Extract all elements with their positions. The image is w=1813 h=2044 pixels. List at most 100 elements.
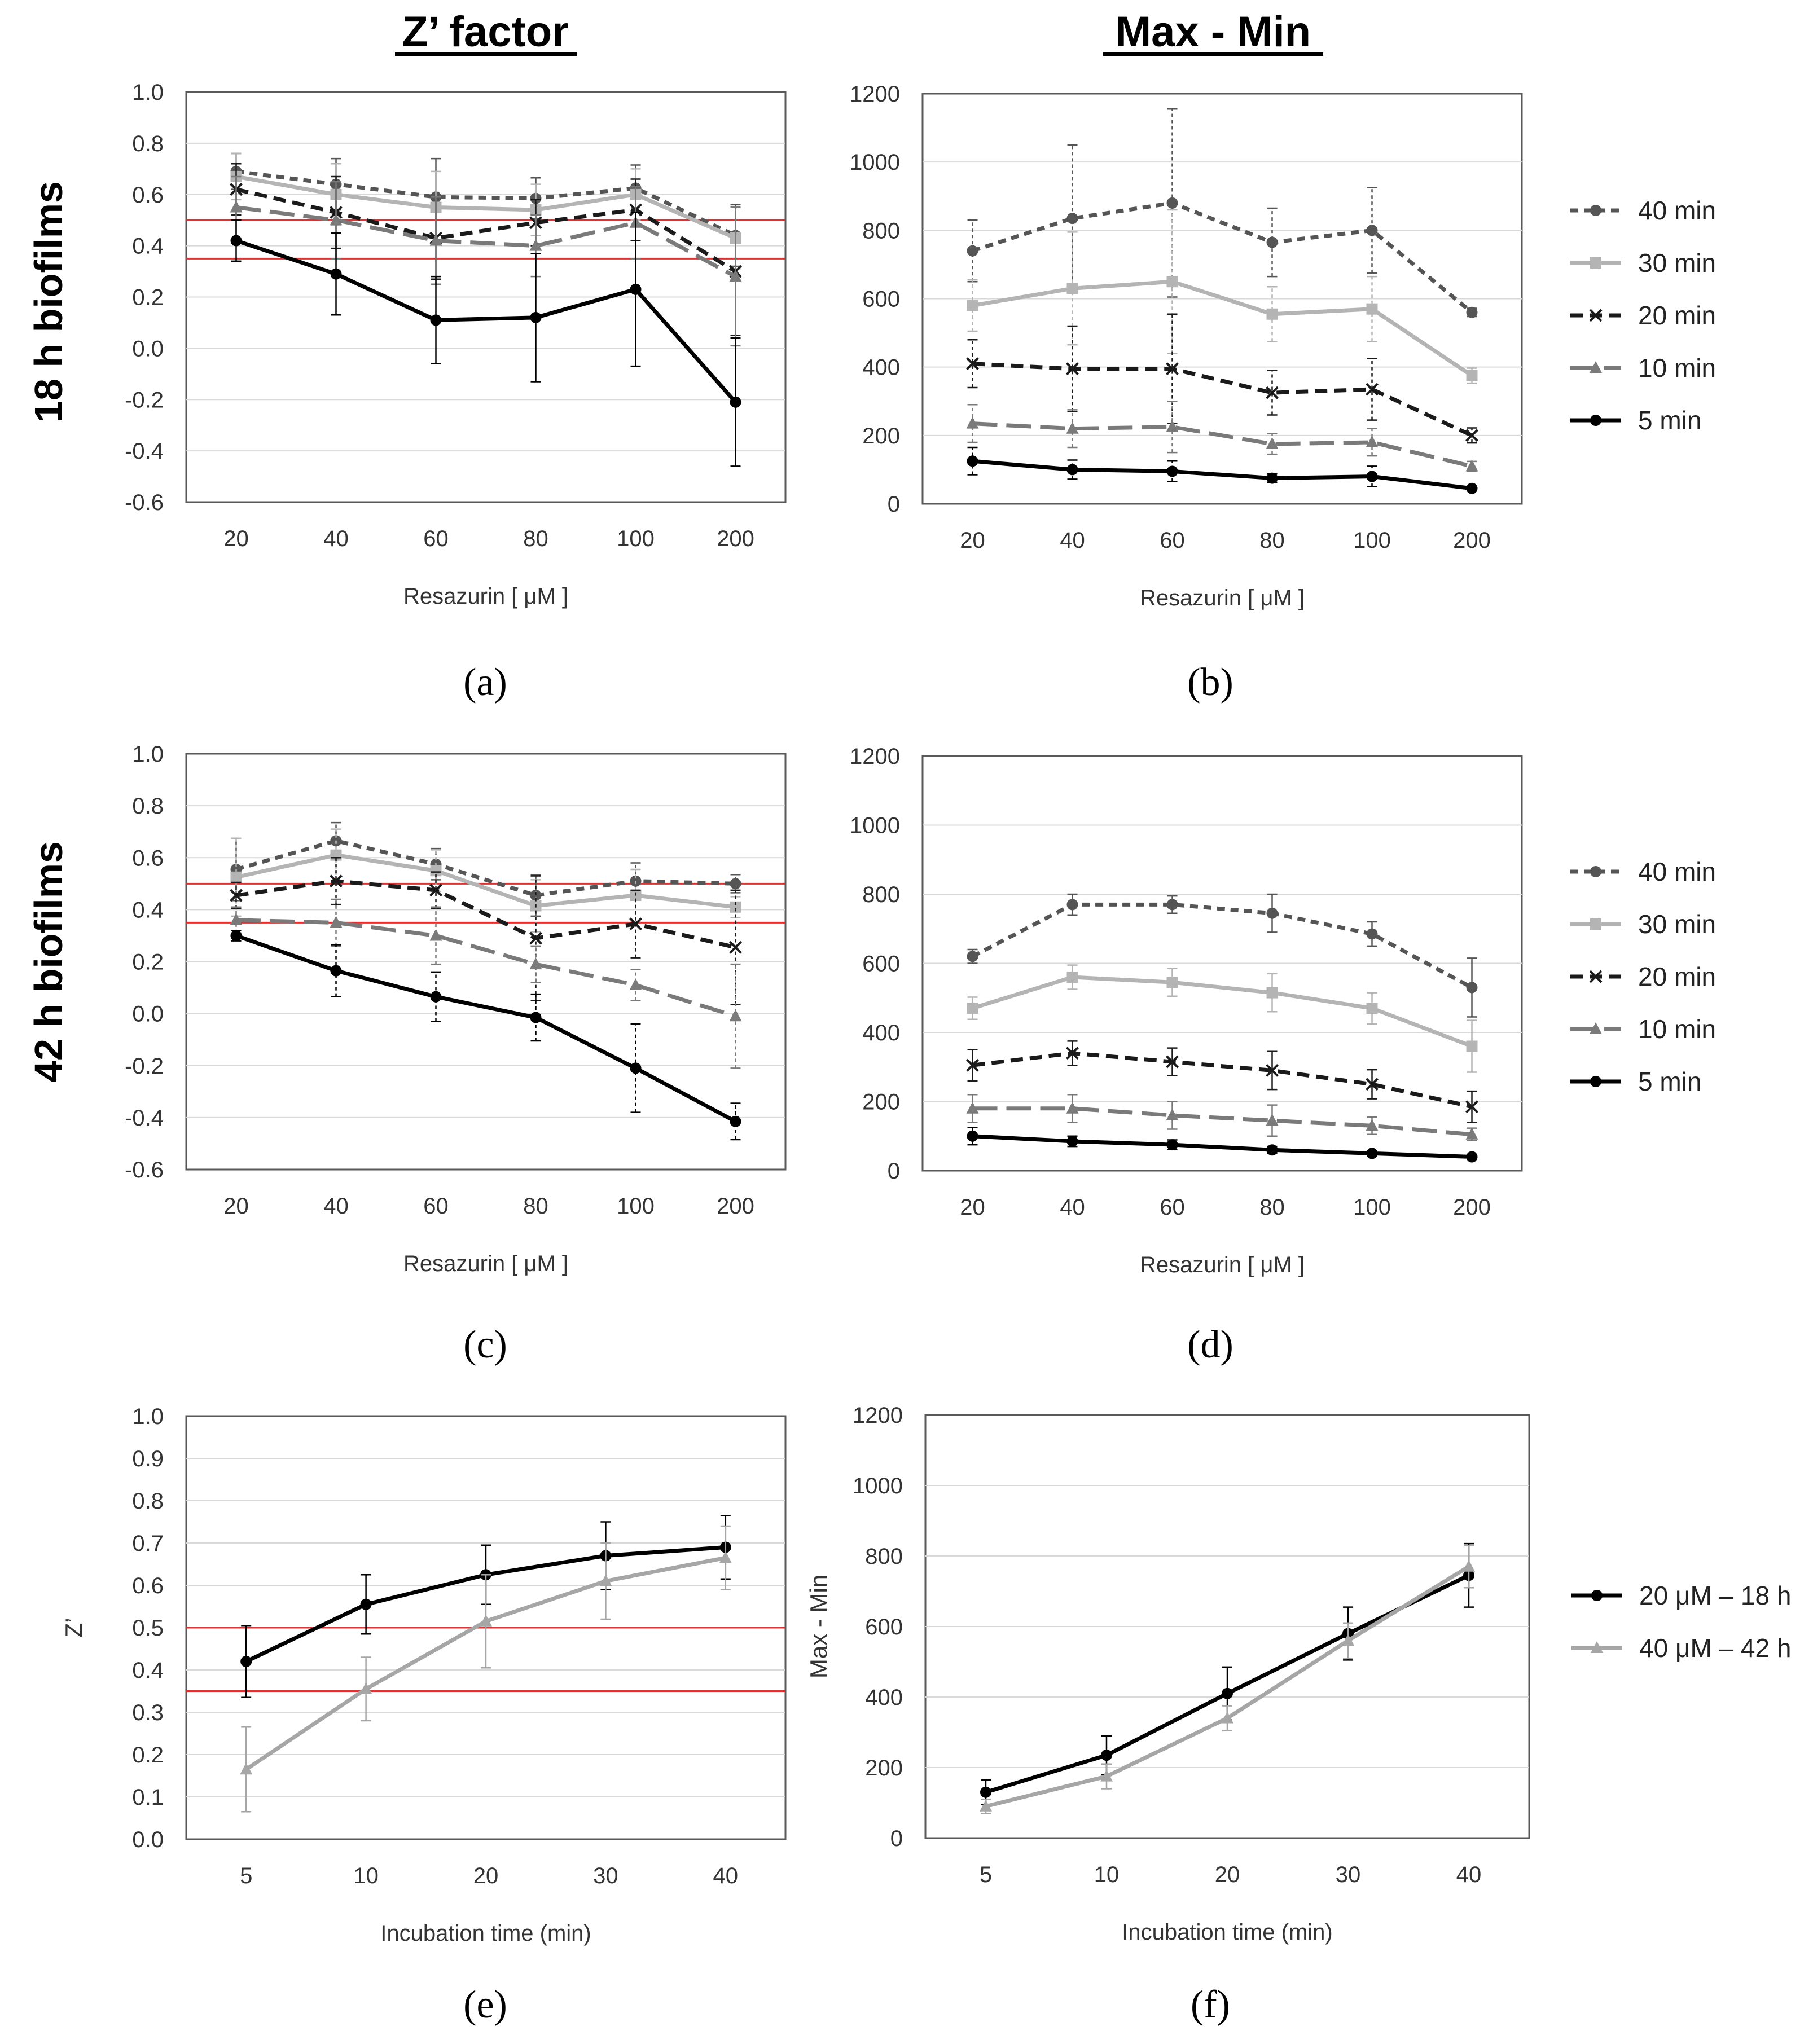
data-point (1266, 1144, 1278, 1156)
data-point (529, 931, 542, 945)
data-point (967, 455, 978, 467)
y-tick-label: 1.0 (132, 80, 164, 105)
x-tick-label: 60 (423, 526, 449, 551)
legend-label: 20 min (1638, 962, 1716, 991)
x-tick-label: 100 (617, 526, 655, 551)
data-point (966, 1058, 979, 1072)
error-bar (530, 993, 541, 1042)
data-point (429, 234, 442, 246)
series-line (972, 459, 1472, 491)
data-point (719, 1551, 732, 1563)
data-point (1366, 435, 1379, 447)
y-tick-label: 1000 (850, 814, 900, 838)
data-point (1366, 225, 1378, 236)
data-point (967, 1003, 978, 1014)
legend-item: 10 min (1570, 353, 1716, 383)
legend-label: 40 min (1638, 196, 1716, 225)
caption-d: (d) (1187, 1323, 1233, 1366)
data-point (1221, 1711, 1233, 1724)
data-point (1266, 236, 1278, 248)
legend-item: 5 min (1570, 406, 1701, 435)
series-40-min (967, 893, 1478, 1018)
y-tick-label: 600 (862, 952, 900, 977)
legend-swatch-marker (1590, 415, 1601, 426)
y-tick-label: -0.6 (125, 490, 164, 515)
data-point (1066, 362, 1079, 376)
series-line (972, 362, 1473, 438)
x-axis-label: Incubation time (min) (380, 1921, 591, 1946)
data-point (230, 930, 242, 942)
data-point (967, 245, 978, 257)
y-tick-label: 0 (888, 1159, 900, 1184)
y-tick-label: 0.0 (132, 1827, 164, 1852)
series-40-min (967, 108, 1478, 318)
x-tick-label: 20 (223, 526, 249, 551)
y-tick-label: 0.7 (132, 1531, 164, 1556)
caption-c: (c) (463, 1323, 507, 1366)
y-tick-label: 0.6 (132, 1573, 164, 1598)
data-point (330, 268, 342, 280)
data-point (430, 991, 442, 1003)
y-tick-label: 400 (862, 355, 900, 380)
x-tick-label: 100 (1353, 528, 1391, 553)
error-bar (431, 906, 441, 965)
x-tick-label: 80 (523, 526, 548, 551)
data-point (966, 357, 979, 371)
legend-label: 10 min (1638, 353, 1716, 383)
legend-swatch-marker (1589, 970, 1603, 983)
data-point (1166, 1109, 1179, 1120)
data-point (967, 1130, 978, 1142)
x-tick-label: 60 (423, 1194, 449, 1219)
y-tick-label: 600 (865, 1615, 903, 1639)
x-axis-label: Resazurin [ μM ] (1140, 1252, 1305, 1277)
series-line (972, 421, 1473, 468)
series-line (235, 174, 736, 240)
series-40-m-42-h (980, 1545, 1475, 1814)
y-tick-label: 0.8 (132, 131, 164, 156)
legend-swatch-marker (1590, 205, 1601, 216)
data-point (530, 890, 542, 902)
data-point (240, 1656, 252, 1667)
data-point (1266, 987, 1278, 999)
data-point (730, 901, 741, 913)
data-point (1366, 383, 1379, 396)
x-tick-label: 200 (717, 1194, 754, 1219)
x-tick-label: 40 (323, 1194, 349, 1219)
x-tick-label: 100 (1353, 1195, 1391, 1220)
legend-swatch-marker (1590, 361, 1602, 373)
row2-label: 42 h biofilms (27, 841, 71, 1083)
error-bar (1367, 358, 1377, 421)
y-tick-label: 0.4 (132, 1658, 164, 1683)
data-point (330, 213, 343, 226)
data-point (429, 929, 442, 941)
legend-item: 5 min (1570, 1067, 1701, 1096)
series-20-min (230, 857, 742, 1005)
legend-swatch-marker (1591, 1641, 1603, 1653)
y-tick-label: 0.3 (132, 1700, 164, 1725)
y-tick-label: 0.0 (132, 1002, 164, 1027)
legend-item: 40 μM – 42 h (1571, 1633, 1791, 1663)
x-axis-label: Resazurin [ μM ] (1140, 586, 1305, 610)
legend-item: 30 min (1570, 248, 1716, 278)
error-bar (1367, 187, 1377, 274)
data-point (1066, 213, 1078, 225)
legend-row3: 20 μM – 18 h 40 μM – 42 h (1571, 1581, 1791, 1663)
y-tick-label: 0.8 (132, 794, 164, 819)
series-line (972, 1106, 1472, 1137)
legend-item: 20 min (1570, 301, 1716, 330)
x-tick-label: 40 (1060, 528, 1085, 553)
y-tick-label: 0 (890, 1826, 903, 1851)
x-tick-label: 20 (1215, 1862, 1240, 1887)
data-point (360, 1598, 372, 1610)
error-bar (530, 945, 541, 983)
series-20-m-18-h (980, 1542, 1474, 1805)
y-tick-label: 0.2 (132, 1743, 164, 1768)
data-point (966, 416, 979, 429)
y-axis-label: Max - Min (805, 1575, 832, 1678)
data-point (1342, 1634, 1354, 1646)
data-point (980, 1799, 992, 1812)
data-point (1366, 928, 1378, 940)
data-point (230, 889, 243, 902)
col-right-title: Max - Min (1116, 8, 1311, 56)
data-point (1366, 1119, 1379, 1131)
